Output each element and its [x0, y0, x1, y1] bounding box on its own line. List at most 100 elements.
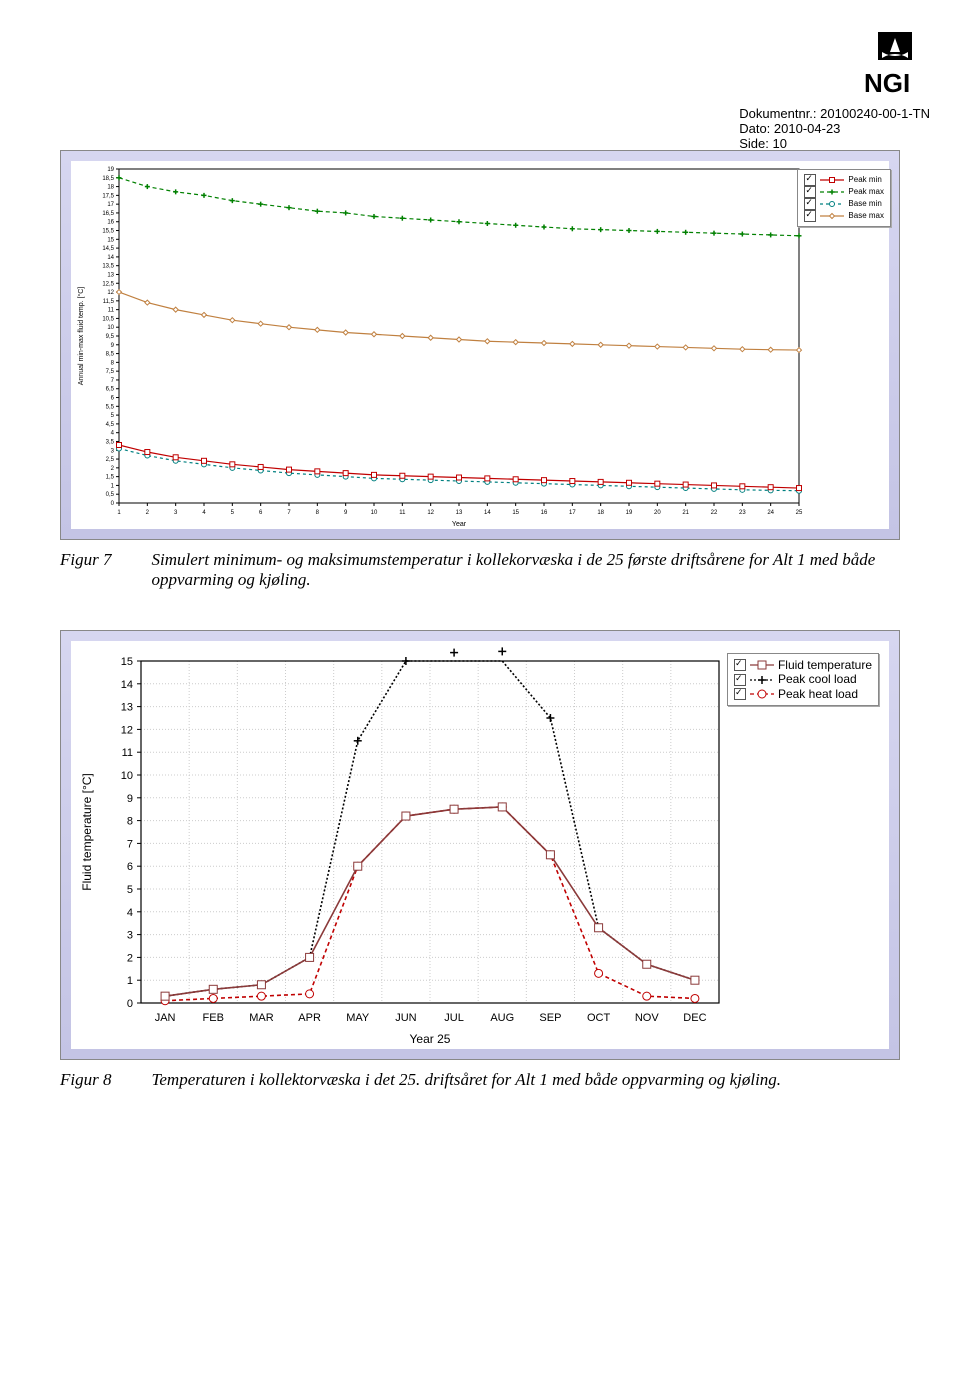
legend-label: Fluid temperature: [778, 658, 872, 672]
chart1-legend: Peak minPeak maxBase minBase max: [797, 169, 891, 227]
svg-text:0,5: 0,5: [106, 492, 115, 498]
svg-text:25: 25: [796, 510, 803, 516]
svg-text:14: 14: [484, 510, 491, 516]
svg-text:8: 8: [111, 360, 115, 366]
svg-text:9: 9: [344, 510, 348, 516]
doc-number: Dokumentnr.: 20100240-00-1-TN: [739, 106, 930, 121]
svg-text:23: 23: [739, 510, 746, 516]
svg-text:18: 18: [107, 185, 114, 191]
legend-item: Peak cool load: [734, 672, 872, 686]
svg-text:9: 9: [111, 343, 115, 349]
svg-text:6: 6: [127, 861, 133, 873]
svg-text:6,5: 6,5: [106, 387, 115, 393]
svg-text:18,5: 18,5: [102, 176, 114, 182]
legend-item: Fluid temperature: [734, 658, 872, 672]
svg-text:APR: APR: [298, 1012, 321, 1024]
doc-date: Dato: 2010-04-23: [739, 121, 930, 136]
svg-text:10,5: 10,5: [102, 316, 114, 322]
svg-text:10: 10: [121, 770, 133, 782]
svg-text:2: 2: [111, 466, 115, 472]
svg-text:9,5: 9,5: [106, 334, 115, 340]
svg-text:FEB: FEB: [203, 1012, 224, 1024]
figure7-text: Simulert minimum- og maksimumstemperatur…: [151, 550, 900, 590]
legend-label: Base min: [848, 199, 881, 209]
svg-text:4: 4: [202, 510, 206, 516]
svg-text:NOV: NOV: [635, 1012, 660, 1024]
svg-text:4: 4: [111, 431, 115, 437]
svg-text:1: 1: [111, 483, 115, 489]
svg-text:4: 4: [127, 907, 133, 919]
svg-text:SEP: SEP: [539, 1012, 561, 1024]
svg-text:0: 0: [111, 501, 115, 507]
svg-text:16: 16: [541, 510, 548, 516]
svg-text:20: 20: [654, 510, 661, 516]
svg-text:NGI: NGI: [864, 68, 910, 98]
svg-text:12: 12: [427, 510, 434, 516]
svg-text:17: 17: [569, 510, 576, 516]
svg-text:Fluid temperature [°C]: Fluid temperature [°C]: [80, 773, 94, 891]
svg-text:14: 14: [121, 679, 133, 691]
svg-text:0: 0: [127, 998, 133, 1010]
legend-label: Base max: [848, 211, 884, 221]
svg-text:13: 13: [456, 510, 463, 516]
page-header: NGI Dokumentnr.: 20100240-00-1-TN Dato: …: [739, 30, 930, 151]
svg-text:17,5: 17,5: [102, 193, 114, 199]
svg-text:Year 25: Year 25: [410, 1032, 451, 1046]
svg-text:16,5: 16,5: [102, 211, 114, 217]
svg-text:16: 16: [107, 220, 114, 226]
svg-text:11,5: 11,5: [103, 299, 115, 305]
svg-text:15,5: 15,5: [102, 229, 114, 235]
svg-text:JUL: JUL: [444, 1012, 464, 1024]
svg-text:15: 15: [121, 656, 133, 668]
chart2-legend: Fluid temperaturePeak cool loadPeak heat…: [727, 653, 879, 706]
svg-text:17: 17: [107, 202, 114, 208]
svg-text:8: 8: [316, 510, 320, 516]
svg-text:11: 11: [122, 747, 133, 759]
svg-text:MAR: MAR: [249, 1012, 274, 1024]
doc-side: Side: 10: [739, 136, 930, 151]
svg-text:13: 13: [121, 702, 133, 714]
svg-text:1: 1: [117, 510, 121, 516]
svg-text:19: 19: [626, 510, 633, 516]
legend-item: Base max: [804, 210, 884, 222]
svg-text:8,5: 8,5: [106, 352, 115, 358]
chart2-frame: 0123456789101112131415JANFEBMARAPRMAYJUN…: [60, 630, 900, 1060]
svg-text:14,5: 14,5: [102, 246, 114, 252]
svg-text:11: 11: [399, 510, 406, 516]
svg-text:4,5: 4,5: [106, 422, 115, 428]
svg-text:12,5: 12,5: [102, 281, 114, 287]
svg-text:5: 5: [111, 413, 115, 419]
legend-item: Peak heat load: [734, 687, 872, 701]
figure8-text: Temperaturen i kollektorvæska i det 25. …: [151, 1070, 781, 1090]
chart1-svg: 00,511,522,533,544,555,566,577,588,599,5…: [71, 161, 889, 529]
legend-label: Peak max: [848, 187, 884, 197]
svg-text:Year: Year: [452, 521, 467, 528]
svg-text:22: 22: [711, 510, 718, 516]
svg-text:13,5: 13,5: [102, 264, 114, 270]
svg-text:19: 19: [107, 167, 114, 173]
svg-text:JAN: JAN: [155, 1012, 176, 1024]
figure8-caption: Figur 8 Temperaturen i kollektorvæska i …: [60, 1070, 900, 1090]
page: NGI Dokumentnr.: 20100240-00-1-TN Dato: …: [0, 0, 960, 1170]
svg-text:12: 12: [121, 724, 133, 736]
legend-label: Peak cool load: [778, 672, 857, 686]
svg-text:5: 5: [231, 510, 235, 516]
svg-text:10: 10: [371, 510, 378, 516]
svg-text:7,5: 7,5: [106, 369, 115, 375]
svg-text:24: 24: [767, 510, 774, 516]
svg-text:11: 11: [108, 308, 115, 314]
svg-text:5: 5: [127, 884, 133, 896]
figure7-caption: Figur 7 Simulert minimum- og maksimumste…: [60, 550, 900, 590]
svg-text:10: 10: [107, 325, 114, 331]
svg-text:12: 12: [107, 290, 114, 296]
svg-text:6: 6: [111, 396, 115, 402]
svg-text:6: 6: [259, 510, 263, 516]
svg-text:21: 21: [682, 510, 689, 516]
chart1-frame: 00,511,522,533,544,555,566,577,588,599,5…: [60, 150, 900, 540]
svg-text:3: 3: [127, 930, 133, 942]
svg-text:7: 7: [127, 838, 133, 850]
svg-text:3: 3: [174, 510, 178, 516]
svg-text:2: 2: [127, 952, 133, 964]
svg-text:JUN: JUN: [395, 1012, 416, 1024]
svg-text:15: 15: [107, 237, 114, 243]
